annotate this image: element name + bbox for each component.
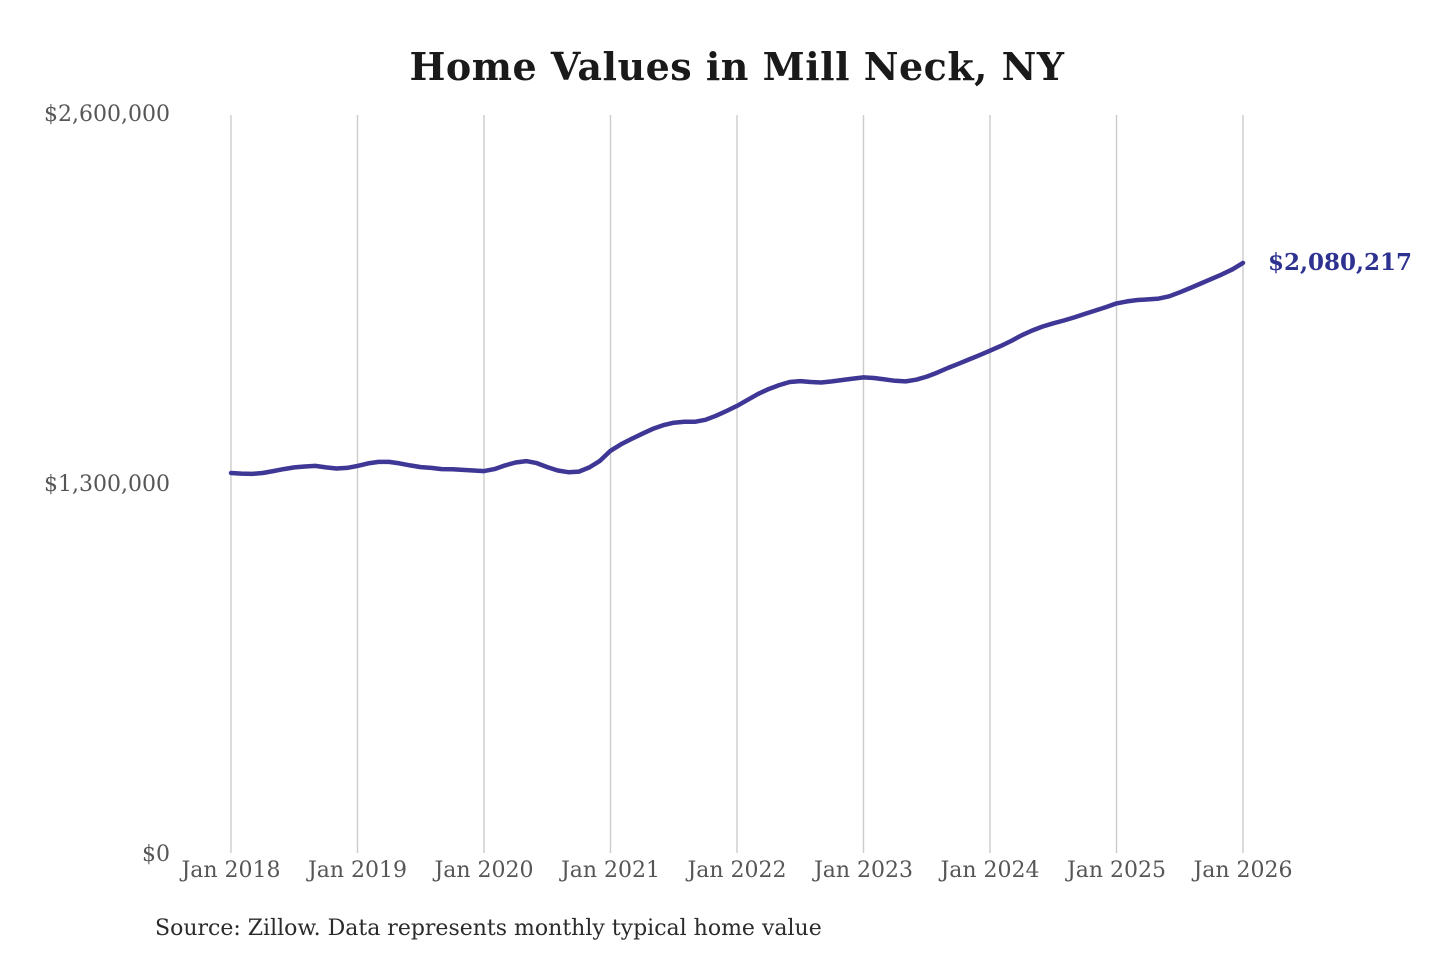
x-axis-tick-label: Jan 2026 — [1193, 858, 1293, 883]
x-axis-tick-label: Jan 2022 — [687, 858, 787, 883]
vertical-gridlines — [230, 115, 1244, 853]
y-axis-tick-label: $1,300,000 — [44, 472, 170, 497]
latest-value-label: $2,080,217 — [1268, 248, 1413, 276]
home-value-line — [228, 260, 1246, 477]
x-axis-tick-label: Jan 2025 — [1066, 858, 1167, 883]
x-axis-tick-label: Jan 2019 — [307, 858, 408, 883]
y-axis-tick-label: $2,600,000 — [44, 102, 170, 127]
source-note: Source: Zillow. Data represents monthly … — [155, 916, 822, 941]
x-axis-tick-label: Jan 2024 — [940, 858, 1040, 883]
x-axis-tick-label: Jan 2018 — [181, 858, 281, 883]
chart-title: Home Values in Mill Neck, NY — [409, 44, 1065, 89]
x-axis-tick-label: Jan 2023 — [813, 858, 914, 883]
x-axis-tick-label: Jan 2021 — [560, 858, 661, 883]
x-axis-tick-label: Jan 2020 — [434, 858, 534, 883]
y-axis-tick-label: $0 — [142, 842, 170, 867]
